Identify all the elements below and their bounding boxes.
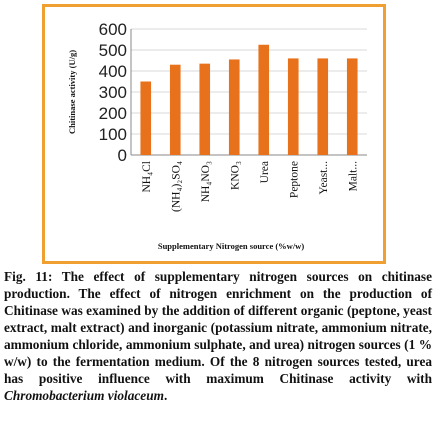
bar-chart: 0 100 200 300 400 500 600 NH₄Cl (NH₄)₂SO₄ NH₄NO₃ K… bbox=[67, 20, 367, 251]
x-tick-label: Peptone bbox=[288, 161, 300, 198]
bar bbox=[287, 58, 299, 155]
caption-organism: Chromobacterium violaceum bbox=[4, 388, 164, 403]
bar bbox=[199, 63, 211, 155]
y-tick-label: 300 bbox=[99, 83, 127, 102]
caption-tail: . bbox=[163, 388, 168, 403]
x-tick-label: KNO₃ bbox=[229, 161, 241, 190]
x-tick-label: Urea bbox=[259, 161, 271, 183]
y-tick-label: 600 bbox=[99, 20, 127, 39]
x-tick-label: NH₄NO₃ bbox=[200, 161, 212, 202]
bar bbox=[169, 64, 181, 155]
bar bbox=[228, 59, 240, 156]
y-axis-title: Chitinase activity (U/g) bbox=[67, 50, 77, 134]
y-tick-label: 100 bbox=[99, 125, 127, 144]
x-tick-label: Malt... bbox=[347, 161, 359, 191]
y-tick-label: 400 bbox=[99, 62, 127, 81]
bar bbox=[140, 81, 152, 155]
y-tick-label: 500 bbox=[99, 41, 127, 60]
y-tick-label: 0 bbox=[118, 146, 127, 165]
chart-frame: 0 100 200 300 400 500 600 NH₄Cl (NH₄)₂SO₄ NH₄NO₃ K… bbox=[42, 4, 386, 264]
caption-text: Fig. 11: The effect of supplementary nit… bbox=[4, 269, 432, 386]
figure-caption: Fig. 11: The effect of supplementary nit… bbox=[4, 268, 432, 404]
x-tick-label: NH₄Cl bbox=[141, 161, 153, 193]
x-tick-label: Yeast... bbox=[318, 161, 330, 195]
bar bbox=[258, 44, 270, 155]
y-tick-label: 200 bbox=[99, 104, 127, 123]
bar bbox=[346, 58, 358, 155]
x-axis-title: Supplementary Nitrogen source (%w/w) bbox=[158, 241, 304, 251]
bar bbox=[317, 58, 329, 155]
x-tick-label: (NH₄)₂SO₄ bbox=[170, 161, 182, 212]
